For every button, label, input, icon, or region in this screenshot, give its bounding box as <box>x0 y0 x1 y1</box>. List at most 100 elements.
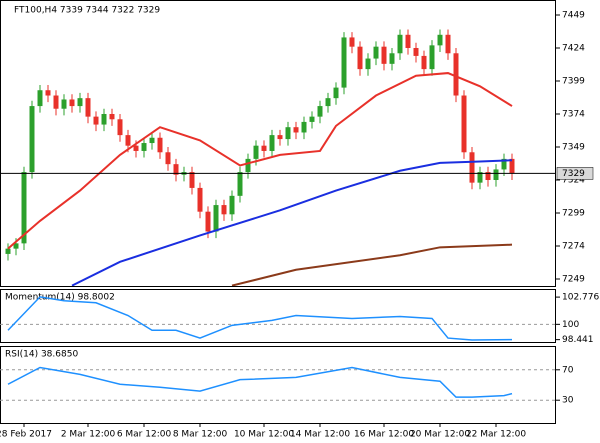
candle-body <box>293 127 299 133</box>
candle-body <box>213 205 219 232</box>
candle-body <box>229 195 235 215</box>
candle-body <box>205 211 211 232</box>
moving-average <box>7 72 513 250</box>
candle-body <box>173 164 179 175</box>
y-tick-label: 7424 <box>562 43 585 53</box>
candle-body <box>357 46 363 70</box>
indicator-line <box>7 296 513 341</box>
candle-body <box>261 145 267 151</box>
candle-body <box>333 87 339 99</box>
candle-body <box>269 135 275 151</box>
candle-body <box>493 169 499 180</box>
candle-body <box>501 158 507 170</box>
candle-body <box>13 243 19 249</box>
candle-body <box>397 34 403 54</box>
last-price-label: 7329 <box>562 169 585 179</box>
y-tick-label: 7249 <box>562 275 585 285</box>
candle-body <box>253 145 259 159</box>
candle-body <box>69 99 75 107</box>
x-tick-label: 20 Mar 12:00 <box>410 430 470 440</box>
momentum-panel <box>0 289 556 343</box>
candle-body <box>45 90 51 96</box>
candle-body <box>389 53 395 64</box>
indicator-line <box>7 366 513 398</box>
y-tick-label: 70 <box>562 365 574 375</box>
rsi-panel <box>0 346 556 424</box>
candle-body <box>421 55 427 70</box>
candle-body <box>429 45 435 70</box>
candle-body <box>61 99 67 109</box>
candle-body <box>37 90 43 107</box>
y-tick-label: 7399 <box>562 76 585 86</box>
candle-body <box>189 172 195 188</box>
y-tick-label: 7349 <box>562 142 585 152</box>
main-panel <box>0 0 556 287</box>
candle-body <box>109 113 115 120</box>
x-tick-label: 28 Feb 2017 <box>0 430 52 440</box>
candle-body <box>125 135 131 146</box>
y-tick-label: 7274 <box>562 242 585 252</box>
candle-body <box>485 172 491 180</box>
candle-body <box>245 158 251 173</box>
candle-body <box>309 116 315 122</box>
x-tick-label: 22 Mar 12:00 <box>466 430 526 440</box>
y-tick-label: 100 <box>562 320 579 330</box>
candle-body <box>77 98 83 107</box>
candle-body <box>133 145 139 151</box>
x-tick-label: 16 Mar 12:00 <box>354 430 414 440</box>
candle-body <box>469 152 475 183</box>
candle-body <box>413 47 419 56</box>
candle-body <box>325 98 331 107</box>
candle-body <box>101 113 107 125</box>
candle-body <box>29 106 35 173</box>
candle-body <box>277 135 283 140</box>
candle-body <box>141 143 147 151</box>
x-tick-label: 10 Mar 12:00 <box>234 430 294 440</box>
candle-body <box>93 116 99 125</box>
candle-body <box>197 187 203 212</box>
candle-body <box>373 46 379 59</box>
y-tick-label: 7324 <box>562 175 585 185</box>
candle-body <box>405 34 411 48</box>
y-tick-label: 7449 <box>562 10 585 20</box>
momentum-title: Momentum(14) 98.8002 <box>5 293 115 303</box>
candle-body <box>85 98 91 117</box>
x-tick-label: 8 Mar 12:00 <box>173 430 228 440</box>
x-tick-label: 6 Mar 12:00 <box>117 430 172 440</box>
y-tick-label: 7299 <box>562 209 585 219</box>
candle-body <box>381 46 387 64</box>
moving-average <box>231 243 513 286</box>
candle-body <box>461 95 467 153</box>
x-tick-label: 14 Mar 12:00 <box>290 430 350 440</box>
candle-body <box>317 106 323 117</box>
candle-body <box>365 58 371 70</box>
x-tick-label: 2 Mar 12:00 <box>61 430 116 440</box>
candle-body <box>453 53 459 96</box>
y-tick-label: 30 <box>562 396 574 406</box>
y-tick-label: 102.7765 <box>562 293 600 303</box>
moving-average <box>71 159 513 286</box>
candle-body <box>237 172 243 196</box>
candle-body <box>53 95 59 109</box>
candle-body <box>509 158 515 174</box>
candle-body <box>437 34 443 46</box>
candle-body <box>341 37 347 88</box>
candle-body <box>149 137 155 144</box>
candle-body <box>301 121 307 133</box>
rsi-title: RSI(14) 38.6850 <box>5 350 78 360</box>
candle-body <box>285 127 291 140</box>
candle-body <box>21 172 27 244</box>
last-price-box <box>556 167 594 180</box>
chart-title: FT100,H4 7339 7344 7322 7329 <box>14 6 160 16</box>
candle-body <box>117 119 123 136</box>
y-tick-label: 98.441 <box>562 335 594 345</box>
candle-body <box>349 37 355 47</box>
candle-body <box>221 205 227 215</box>
candle-body <box>165 152 171 165</box>
candle-body <box>5 248 11 254</box>
candle-body <box>445 34 451 54</box>
candle-body <box>157 137 163 153</box>
y-tick-label: 7374 <box>562 109 585 119</box>
candle-body <box>477 172 483 183</box>
